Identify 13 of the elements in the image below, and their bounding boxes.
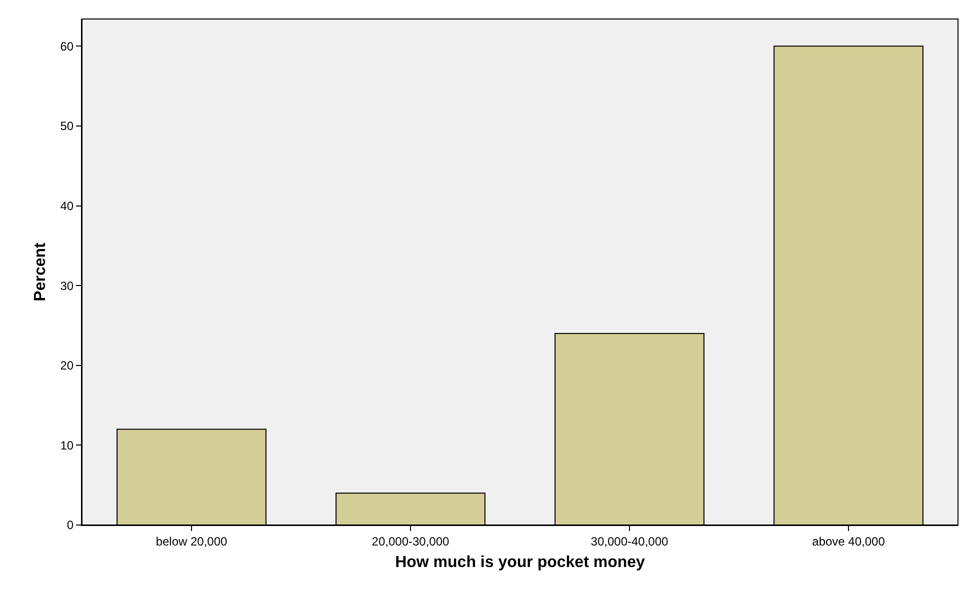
y-tick-label: 10 [60, 438, 74, 452]
x-tick-label: below 20,000 [156, 534, 228, 548]
y-tick-label: 40 [60, 198, 74, 213]
y-tick-label: 60 [60, 39, 74, 54]
y-tick-label: 30 [60, 278, 74, 293]
x-tick-label: 20,000-30,000 [372, 534, 450, 548]
x-axis-title: How much is your pocket money [395, 554, 646, 572]
y-axis-title: Percent [32, 242, 50, 302]
y-tick-label: 50 [60, 119, 74, 134]
x-tick-label: 30,000-40,000 [590, 534, 669, 548]
x-tick-label: above 40,000 [812, 534, 886, 548]
y-tick-label: 20 [60, 358, 74, 373]
y-tick-label: 0 [66, 518, 74, 532]
